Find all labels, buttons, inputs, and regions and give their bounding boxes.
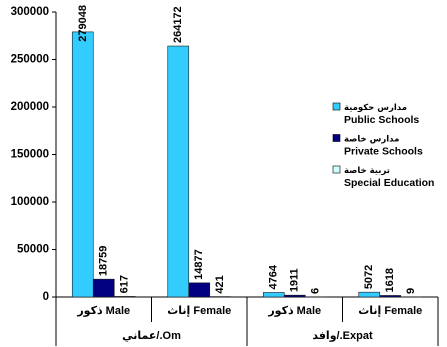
bar-public-schools <box>262 292 285 298</box>
group-label: Expat./وافد <box>312 330 373 342</box>
data-label-private-schools: 1618 <box>384 268 396 292</box>
category-label: ذكور Male <box>76 305 130 317</box>
group-label: Om./عماني <box>122 330 181 342</box>
bar-special-education <box>113 296 136 298</box>
legend-label-en: Private Schools <box>344 146 423 158</box>
legend-swatch <box>332 102 341 111</box>
legend-label-ar: تربية خاصة <box>344 166 390 176</box>
plot-area: 0 50000 100000 150000 200000 250000 300000 279… <box>11 5 438 303</box>
bars <box>71 31 423 298</box>
data-label-private-schools: 18759 <box>98 246 110 277</box>
legend-label-ar: مدارس حكومية <box>344 103 407 113</box>
bar-public-schools <box>167 45 190 298</box>
data-label-private-schools: 14877 <box>193 249 205 280</box>
bar-private-schools <box>379 295 402 298</box>
y-tick-label: 0 <box>43 291 49 303</box>
legend-label-ar: مدارس خاصة <box>344 135 399 145</box>
y-tick-label: 50000 <box>17 244 49 256</box>
y-tick-label: 150000 <box>11 149 49 161</box>
data-label-public-schools: 264172 <box>172 6 184 43</box>
y-tick-label: 300000 <box>11 6 49 18</box>
category-axis: ذكور Male إناث Female ذكور Male إناث Female… <box>55 297 439 346</box>
legend-label-en: Special Education <box>344 177 434 189</box>
axes: 0 50000 100000 150000 200000 250000 300000 <box>11 6 438 303</box>
data-label-special-education: 421 <box>214 275 226 293</box>
data-labels: 279048 264172 4764 5072 18759 14877 1911 1618 61… <box>77 5 418 294</box>
legend-swatch <box>332 134 341 142</box>
y-tick-label: 100000 <box>11 196 49 208</box>
data-label-special-education: 617 <box>119 275 131 293</box>
data-label-public-schools: 4764 <box>268 264 280 289</box>
bar-private-schools <box>283 294 306 298</box>
category-label: إناث Female <box>358 305 422 317</box>
data-label-special-education: 9 <box>405 288 417 294</box>
data-label-public-schools: 5072 <box>363 265 375 289</box>
y-tick-label: 250000 <box>11 54 49 66</box>
legend-swatch <box>332 165 341 174</box>
bar-private-schools <box>188 282 211 298</box>
data-label-private-schools: 1911 <box>289 268 301 292</box>
y-tick-label: 200000 <box>11 101 49 113</box>
bar-public-schools <box>71 31 94 298</box>
bar-private-schools <box>92 278 115 298</box>
data-label-special-education: 6 <box>310 288 322 294</box>
bar-public-schools <box>358 291 381 298</box>
data-label-public-schools: 279048 <box>77 5 89 42</box>
category-label: إناث Female <box>167 305 231 317</box>
legend-label-en: Public Schools <box>344 114 419 126</box>
category-label: ذكور Male <box>267 305 321 317</box>
